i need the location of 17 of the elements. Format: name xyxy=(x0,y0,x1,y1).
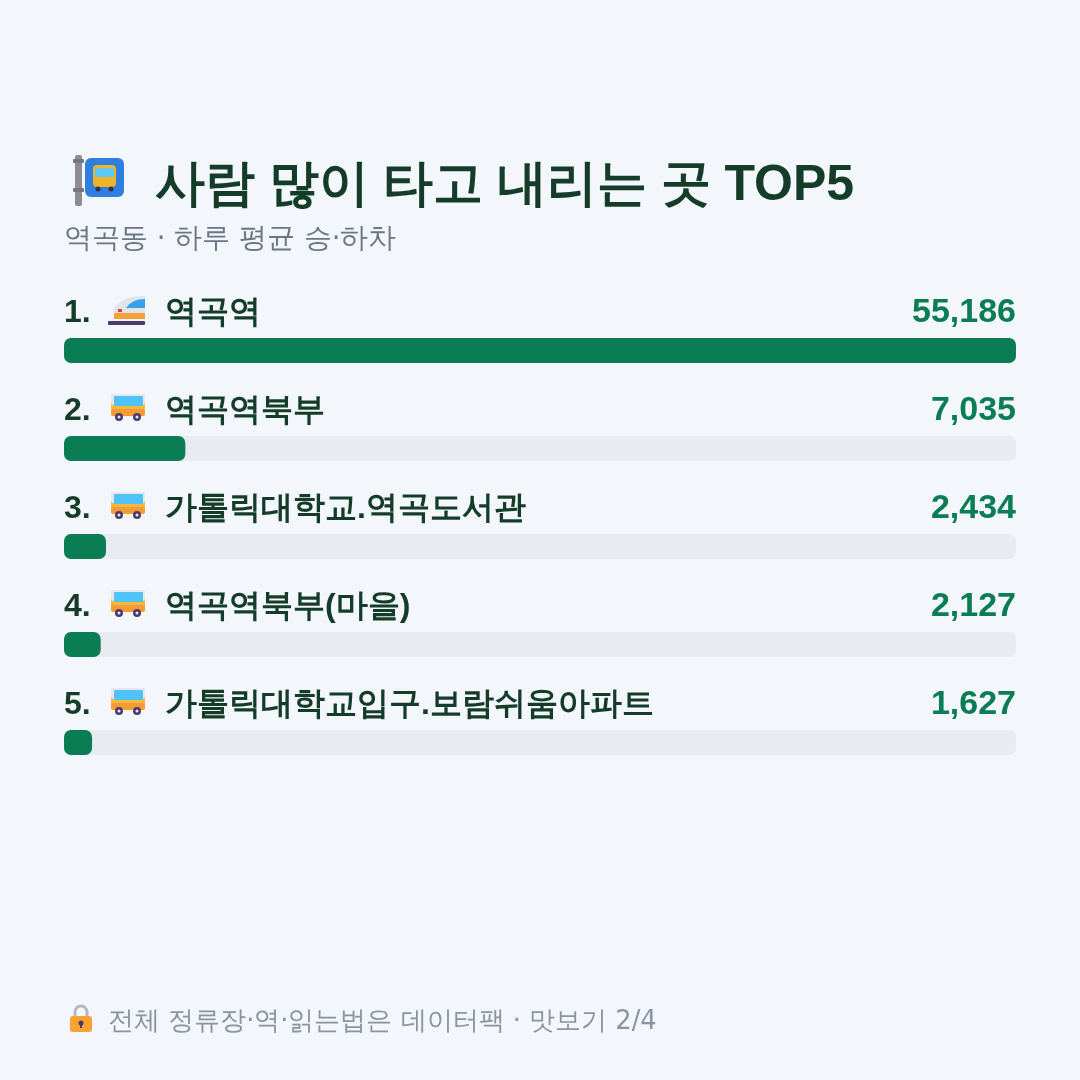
bar xyxy=(64,730,93,755)
category-label: 1. 역곡역 xyxy=(64,293,261,329)
bar xyxy=(64,534,106,559)
text: 전체 정류장·역·읽는법은 데이터팩 · 맛보기 2/4 xyxy=(108,1005,657,1035)
data-label: 1,627 xyxy=(930,683,1016,721)
category-label: 2. 역곡역북부 xyxy=(64,391,325,427)
data-label: 2,434 xyxy=(930,487,1017,525)
category-label: 5. 가톨릭대학교입구.보람쉬움아파트 xyxy=(64,685,654,721)
chart-title: 사람 많이 타고 내리는 곳 TOP5 xyxy=(155,155,855,211)
category-label: 4. 역곡역북부(마을) xyxy=(64,587,411,623)
data-label: 7,035 xyxy=(930,389,1016,427)
data-label: 2,127 xyxy=(930,585,1016,623)
bar xyxy=(64,436,186,461)
bar xyxy=(64,632,101,657)
chart-subtitle: 역곡동 · 하루 평균 승·하차 xyxy=(64,221,397,253)
data-label: 55,186 xyxy=(912,291,1016,329)
category-label: 3. 가톨릭대학교.역곡도서관 xyxy=(64,489,526,525)
